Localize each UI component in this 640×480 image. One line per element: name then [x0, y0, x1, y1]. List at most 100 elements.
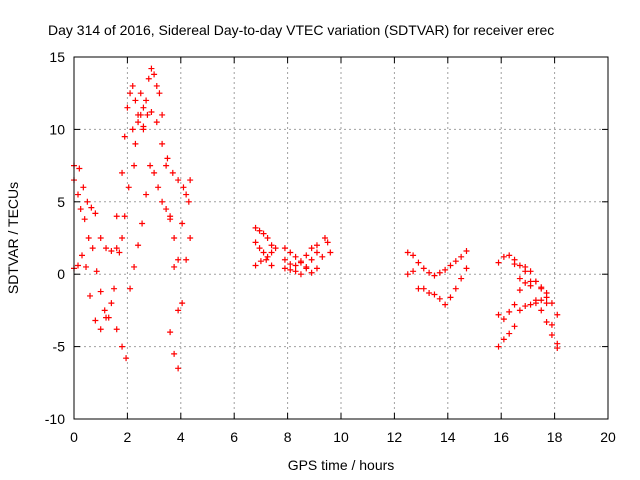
- data-point: [522, 279, 529, 286]
- data-point: [516, 287, 523, 294]
- data-point: [171, 350, 178, 357]
- data-point: [324, 239, 331, 246]
- data-point: [167, 329, 174, 336]
- data-point: [268, 249, 275, 256]
- x-tick-label: 4: [177, 429, 185, 445]
- data-point: [410, 252, 417, 259]
- series-arc-i: [252, 224, 275, 249]
- data-point: [292, 253, 299, 260]
- data-point: [163, 206, 170, 213]
- data-point: [88, 204, 95, 211]
- data-point: [75, 191, 82, 198]
- data-point: [252, 262, 259, 269]
- x-tick-labels: 0 2 4 6 8 10 12 14 16 18 20: [70, 429, 616, 445]
- data-point: [522, 268, 529, 275]
- data-point: [527, 301, 534, 308]
- data-point: [554, 345, 561, 352]
- data-point: [144, 111, 151, 118]
- data-point: [458, 275, 465, 282]
- data-point: [147, 162, 154, 169]
- y-tick-label: 15: [49, 49, 65, 65]
- data-point: [84, 198, 91, 205]
- data-point: [495, 259, 502, 266]
- data-point: [145, 75, 152, 82]
- data-point: [538, 284, 545, 291]
- data-point: [319, 253, 326, 260]
- data-point: [268, 262, 275, 269]
- data-point: [506, 252, 513, 259]
- data-point: [527, 268, 534, 275]
- data-point: [458, 253, 465, 260]
- data-point: [105, 314, 112, 321]
- data-point: [522, 303, 529, 310]
- data-point: [426, 290, 433, 297]
- data-point: [103, 245, 110, 252]
- data-point: [89, 245, 96, 252]
- data-point: [303, 263, 310, 270]
- data-point: [171, 263, 178, 270]
- data-point: [148, 65, 155, 72]
- data-point: [185, 198, 192, 205]
- x-tick-label: 6: [230, 429, 238, 445]
- data-point: [436, 269, 443, 276]
- data-point: [87, 292, 94, 299]
- data-point: [463, 265, 470, 272]
- data-point: [264, 253, 271, 260]
- data-point: [308, 269, 315, 276]
- data-point: [281, 245, 288, 252]
- data-point: [97, 288, 104, 295]
- data-point: [75, 262, 82, 269]
- y-tick-label: 10: [49, 121, 65, 137]
- data-point: [175, 177, 182, 184]
- data-point: [151, 169, 158, 176]
- data-point: [452, 258, 459, 265]
- data-point: [159, 140, 166, 147]
- data-point: [81, 216, 88, 223]
- data-point: [308, 245, 315, 252]
- data-point: [420, 265, 427, 272]
- data-point: [511, 301, 518, 308]
- data-point: [83, 263, 90, 270]
- series-arc-q: [404, 265, 470, 308]
- data-point: [113, 213, 120, 220]
- data-point: [442, 266, 449, 273]
- series-arc-l: [281, 242, 320, 265]
- data-point: [431, 291, 438, 298]
- data-point: [180, 184, 187, 191]
- data-point: [97, 326, 104, 333]
- data-point: [313, 249, 320, 256]
- data-point: [101, 307, 108, 314]
- data-point: [313, 265, 320, 272]
- data-point: [442, 301, 449, 308]
- data-point: [131, 263, 138, 270]
- data-point: [129, 126, 136, 133]
- data-point: [187, 235, 194, 241]
- x-tick-label: 14: [440, 429, 456, 445]
- data-point: [447, 262, 454, 269]
- data-point: [119, 169, 126, 176]
- data-point: [148, 109, 155, 116]
- data-point: [155, 184, 162, 191]
- data-point: [420, 285, 427, 292]
- data-point: [156, 90, 163, 97]
- data-point: [111, 285, 118, 292]
- data-point: [137, 90, 144, 97]
- data-point: [113, 245, 120, 252]
- data-point: [187, 177, 194, 184]
- data-point: [179, 300, 186, 307]
- series-arc-d: [113, 82, 147, 220]
- data-point: [121, 213, 128, 220]
- x-tick-label: 16: [493, 429, 509, 445]
- data-point: [252, 224, 259, 231]
- data-point: [124, 104, 131, 111]
- data-point: [183, 191, 190, 198]
- data-point: [143, 97, 150, 104]
- data-point: [548, 300, 555, 307]
- grid-lines: [74, 57, 608, 419]
- data-point: [287, 266, 294, 273]
- data-point: [554, 311, 561, 318]
- series-arc-f: [140, 65, 182, 314]
- data-point: [527, 282, 534, 289]
- data-point: [140, 126, 147, 133]
- data-point: [495, 311, 502, 318]
